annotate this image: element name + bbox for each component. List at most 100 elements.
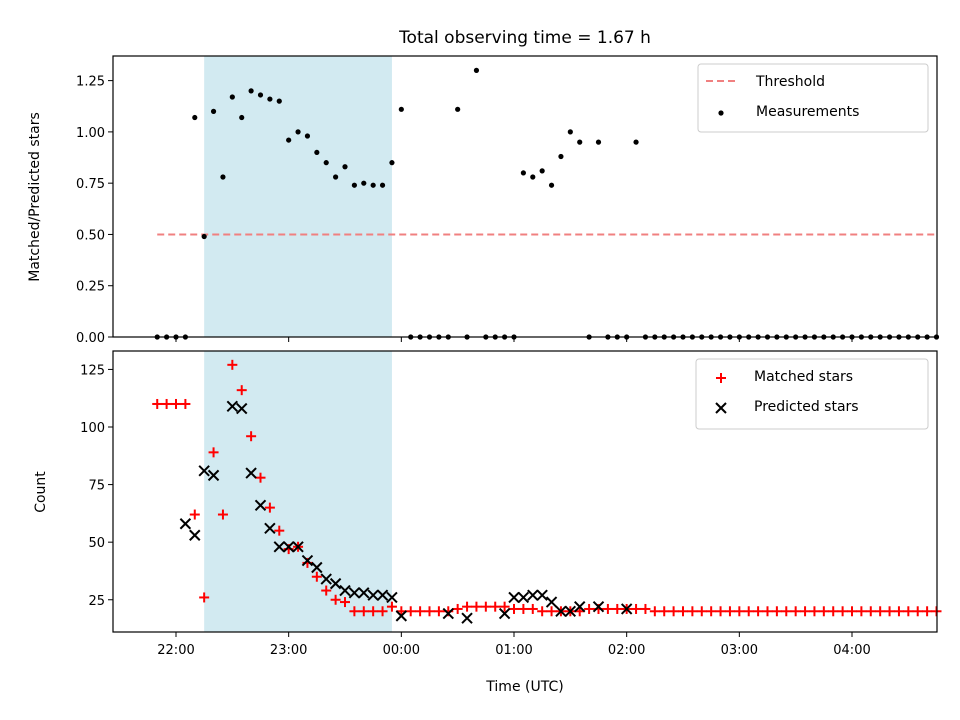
- x-tick-label: 23:00: [270, 643, 307, 658]
- matched-star-point: [518, 603, 529, 614]
- matched-star-point: [452, 603, 463, 614]
- legend-label: Measurements: [756, 104, 859, 120]
- predicted-star-point: [536, 589, 548, 601]
- measurement-point: [520, 170, 526, 176]
- matched-star-point: [875, 606, 886, 617]
- x-tick-label: 02:00: [608, 643, 645, 658]
- matched-star-point: [612, 603, 623, 614]
- predicted-star-point: [348, 587, 361, 599]
- matched-star-point: [809, 606, 820, 617]
- matched-star-point: [208, 447, 219, 458]
- matched-star-point: [837, 606, 848, 617]
- measurement-point: [304, 133, 311, 139]
- legend-label: Matched stars: [754, 369, 853, 385]
- x-tick-label: 01:00: [495, 643, 532, 658]
- matched-star-point: [537, 606, 548, 617]
- matched-star-point: [828, 606, 839, 617]
- measurement-point: [229, 94, 235, 100]
- predicted-star-point: [620, 603, 633, 615]
- measurement-point: [473, 67, 480, 73]
- plot-frame: [112, 350, 938, 633]
- matched-star-point: [199, 592, 210, 603]
- measurement-point: [351, 182, 357, 188]
- matched-star-point: [264, 502, 275, 513]
- y-tick-label: 0.25: [76, 280, 105, 295]
- matched-star-point: [800, 606, 811, 617]
- matched-star-point: [377, 606, 388, 617]
- measurement-point: [220, 174, 226, 180]
- matched-star-point: [358, 606, 369, 617]
- matched-star-point: [678, 606, 688, 617]
- predicted-star-point: [226, 400, 239, 412]
- measurement-point: [398, 106, 404, 112]
- measurement-point: [530, 174, 536, 180]
- x-tick-label: 03:00: [721, 643, 758, 658]
- matched-star-point: [865, 606, 876, 617]
- measurement-point: [577, 139, 583, 145]
- matched-star-point: [480, 601, 491, 612]
- y-tick-label: 125: [80, 363, 105, 378]
- legend: Matched stars Predicted stars: [695, 358, 929, 430]
- matched-star-point: [631, 603, 642, 614]
- legend-box: [697, 63, 929, 133]
- matched-star-point: [649, 606, 660, 617]
- matched-star-point: [818, 606, 829, 617]
- matched-star-point: [781, 606, 792, 617]
- matched-star-point: [856, 606, 867, 617]
- matched-star-point: [509, 603, 519, 614]
- legend-label: Predicted stars: [754, 399, 859, 415]
- matched-star-point: [246, 431, 257, 442]
- y-tick-label: 0.50: [76, 228, 105, 243]
- predicted-star-point: [442, 607, 454, 620]
- measurement-point: [239, 114, 245, 121]
- top-panel: 0.00 0.25 0.50 0.75 1.00 1.25 Threshold Measure…: [76, 55, 940, 346]
- measurement-point: [314, 149, 320, 156]
- predicted-star-point: [292, 541, 304, 553]
- measurement-point: [567, 129, 573, 135]
- matched-star-point: [462, 601, 473, 612]
- matched-star-point: [922, 606, 933, 617]
- predicted-star-point: [273, 541, 285, 553]
- matched-star-point: [790, 606, 801, 617]
- measurement-point: [633, 139, 639, 145]
- matched-star-point: [490, 601, 501, 612]
- measurement-point: [455, 106, 461, 112]
- matched-star-point: [415, 606, 426, 617]
- predicted-star-point: [207, 469, 220, 482]
- predicted-star-point: [264, 522, 276, 535]
- matched-star-point: [349, 606, 360, 617]
- chart-title: Total observing time = 1.67 h: [398, 28, 651, 48]
- predicted-star-point: [527, 589, 539, 601]
- matched-star-point: [330, 594, 341, 605]
- matched-star-point: [471, 601, 482, 612]
- measurement-point: [295, 129, 301, 135]
- x-tick-label: 22:00: [157, 643, 194, 658]
- measurement-point: [379, 182, 386, 188]
- predicted-star-point: [245, 467, 257, 479]
- matched-star-point: [189, 509, 200, 520]
- legend-matched-swatch: [716, 373, 726, 383]
- matched-star-point: [584, 603, 595, 614]
- predicted-star-point: [189, 529, 201, 541]
- matched-star-point: [311, 571, 322, 582]
- matched-star-point: [715, 606, 726, 617]
- matched-star-point: [368, 606, 379, 617]
- matched-star-point: [255, 472, 266, 483]
- y-tick-label: 100: [80, 421, 105, 436]
- matched-star-point: [546, 606, 557, 617]
- predicted-star-point: [311, 561, 323, 574]
- measurement-point: [210, 108, 217, 114]
- measurement-point: [248, 88, 254, 94]
- matched-star-point: [762, 606, 773, 617]
- matched-star-point: [696, 606, 707, 617]
- matched-star-point: [668, 606, 679, 617]
- matched-star-point: [903, 606, 914, 617]
- matched-star-point: [386, 601, 397, 612]
- measurement-point: [361, 180, 367, 186]
- predicted-star-point: [236, 402, 248, 415]
- predicted-star-point: [301, 554, 314, 567]
- matched-star-point: [640, 603, 651, 614]
- matched-star-point: [433, 606, 444, 617]
- matched-star-point: [321, 585, 332, 596]
- matched-star-point: [424, 606, 435, 617]
